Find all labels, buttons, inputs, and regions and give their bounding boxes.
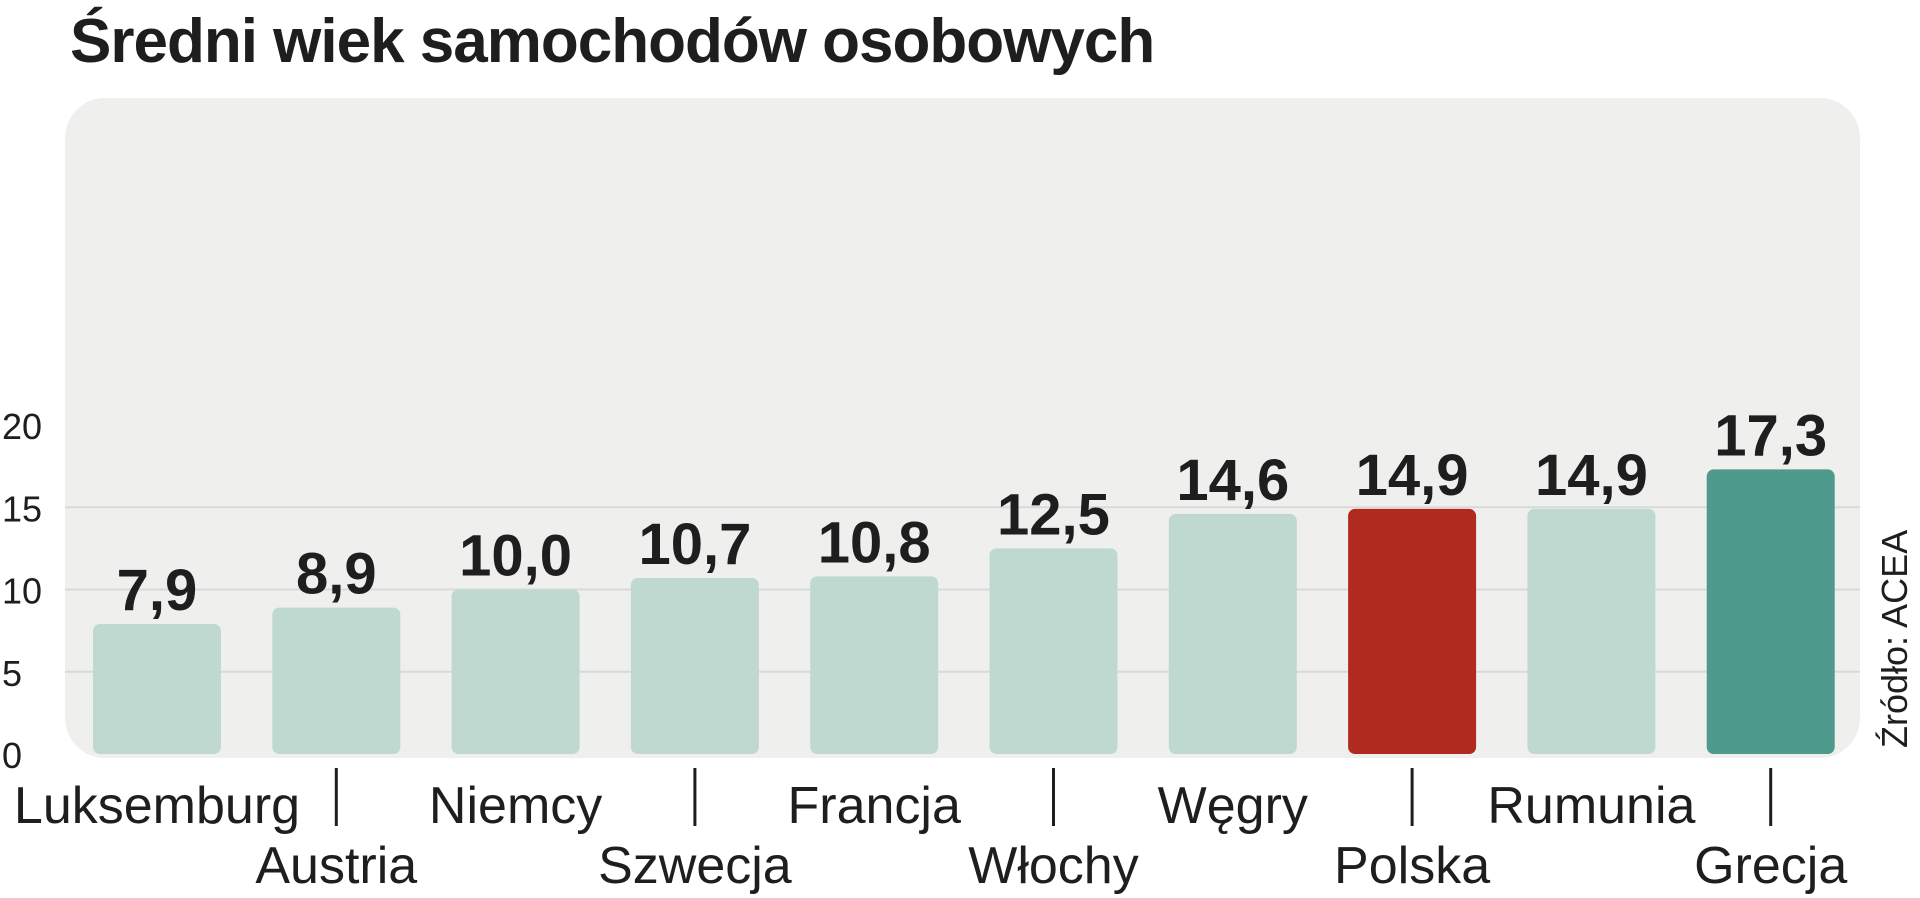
y-tick-label: 15 [2, 488, 42, 529]
bar-rumunia [1527, 508, 1656, 754]
x-label-niemcy: Niemcy [429, 777, 602, 835]
bar-grecja [1706, 469, 1835, 754]
y-tick-label: 10 [2, 571, 42, 612]
x-label-rumunia: Rumunia [1487, 777, 1695, 835]
value-label-wegry: 14,6 [1176, 448, 1289, 513]
value-label-niemcy: 10,0 [459, 524, 572, 589]
value-label-wlochy: 12,5 [997, 482, 1110, 547]
value-label-polska: 14,9 [1356, 443, 1469, 508]
bar-wegry [1168, 513, 1297, 754]
y-tick-label: 0 [2, 735, 22, 776]
bar-austria [272, 607, 401, 754]
bar-polska [1348, 508, 1477, 754]
value-label-rumunia: 14,9 [1535, 443, 1648, 508]
value-label-austria: 8,9 [296, 542, 377, 607]
x-label-wegry: Węgry [1158, 777, 1308, 835]
bar-luksemburg [93, 624, 221, 754]
bars [93, 469, 1835, 754]
value-label-szwecja: 10,7 [638, 512, 751, 577]
value-labels: 7,9 8,9 10,0 10,7 10,8 12,5 14,6 14,9 14,9 17,3 [117, 403, 1827, 623]
x-label-luksemburg: Luksemburg [14, 777, 300, 835]
value-label-luksemburg: 7,9 [117, 558, 198, 623]
bar-niemcy [451, 589, 580, 754]
x-label-polska: Polska [1334, 837, 1490, 895]
value-label-francja: 10,8 [818, 510, 931, 575]
y-axis: 0 5 10 15 20 [2, 406, 42, 776]
bar-francja [810, 576, 939, 754]
x-label-wlochy: Włochy [968, 837, 1138, 895]
y-tick-label: 20 [2, 406, 42, 447]
x-label-grecja: Grecja [1694, 837, 1847, 895]
x-label-austria: Austria [255, 837, 417, 895]
value-label-grecja: 17,3 [1714, 403, 1827, 468]
bar-szwecja [630, 577, 759, 754]
bar-wlochy [989, 548, 1118, 754]
chart-title: Średni wiek samochodów osobowych [70, 7, 1154, 76]
x-label-szwecja: Szwecja [598, 837, 792, 895]
x-label-francja: Francja [787, 777, 960, 835]
y-tick-label: 5 [2, 653, 22, 694]
x-axis: LuksemburgAustriaNiemcySzwecjaFrancjaWło… [14, 768, 1847, 895]
source-note: Źródło: ACEA [1874, 530, 1915, 748]
